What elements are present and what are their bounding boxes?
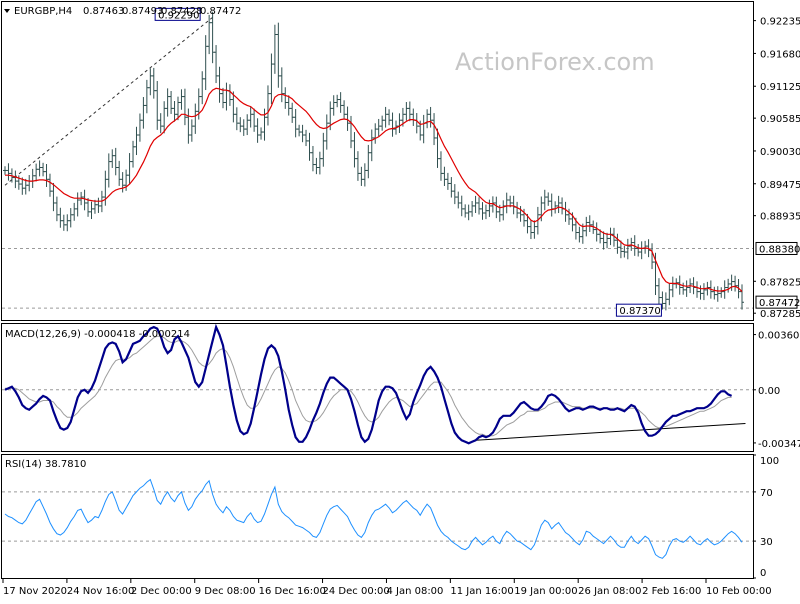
price-annotation-text: 0.87370 <box>619 306 660 317</box>
macd-ytick-label: 0.003609 <box>758 331 800 342</box>
price-ytick-label: 0.91125 <box>760 82 800 93</box>
price-ytick-label: 0.87825 <box>760 277 800 288</box>
time-tick-label: 24 Nov 16:00 <box>67 586 134 597</box>
price-ytick-label: 0.91680 <box>760 49 800 60</box>
time-tick-label: 4 Jan 08:00 <box>386 586 443 597</box>
price-tag-text: 0.87472 <box>759 298 800 309</box>
macd-ytick-label: -0.003472 <box>758 439 800 450</box>
price-header-open: 0.87463 <box>83 6 124 17</box>
time-tick-label: 16 Dec 16:00 <box>259 586 326 597</box>
price-header-low: 0.87428 <box>161 6 202 17</box>
time-tick-label: 19 Jan 00:00 <box>514 586 577 597</box>
price-ytick-label: 0.90585 <box>760 114 800 125</box>
price-ytick-label: 0.89475 <box>760 180 800 191</box>
price-tag-1: 0.87472 <box>756 296 800 309</box>
price-header-symbol: EURGBP,H4 <box>14 6 72 17</box>
price-ytick-label: 0.87285 <box>760 309 800 320</box>
time-tick-label: 10 Feb 00:00 <box>706 586 772 597</box>
macd-label: MACD(12,26,9) -0.000418 -0.000214 <box>5 329 190 340</box>
time-tick-label: 2 Feb 16:00 <box>642 586 701 597</box>
time-tick-label: 9 Dec 08:00 <box>195 586 256 597</box>
rsi-label: RSI(14) 38.7810 <box>5 459 86 470</box>
price-ytick-label: 0.90030 <box>760 147 800 158</box>
price-tag-text: 0.88380 <box>759 244 800 255</box>
price-header-high: 0.87493 <box>122 6 163 17</box>
time-tick-label: 24 Dec 00:00 <box>323 586 390 597</box>
price-annotation-1: 0.87370 <box>616 304 661 317</box>
rsi-ytick-label: 30 <box>760 537 773 548</box>
time-tick-label: 2 Dec 00:00 <box>131 586 192 597</box>
time-tick-label: 17 Nov 2020 <box>3 586 67 597</box>
rsi-ytick-label: 0 <box>760 568 766 579</box>
price-ytick-label: 0.92235 <box>760 17 800 28</box>
macd-ytick-label: 0.00 <box>758 386 780 397</box>
price-ytick-label: 0.88935 <box>760 212 800 223</box>
watermark: ActionForex.com <box>455 48 655 76</box>
rsi-ytick-label: 100 <box>760 456 779 467</box>
price-header-close: 0.87472 <box>200 6 241 17</box>
time-tick-label: 11 Jan 16:00 <box>450 586 513 597</box>
price-tag-0: 0.88380 <box>756 242 800 255</box>
rsi-ytick-label: 70 <box>760 488 773 499</box>
time-tick-label: 26 Jan 08:00 <box>578 586 641 597</box>
